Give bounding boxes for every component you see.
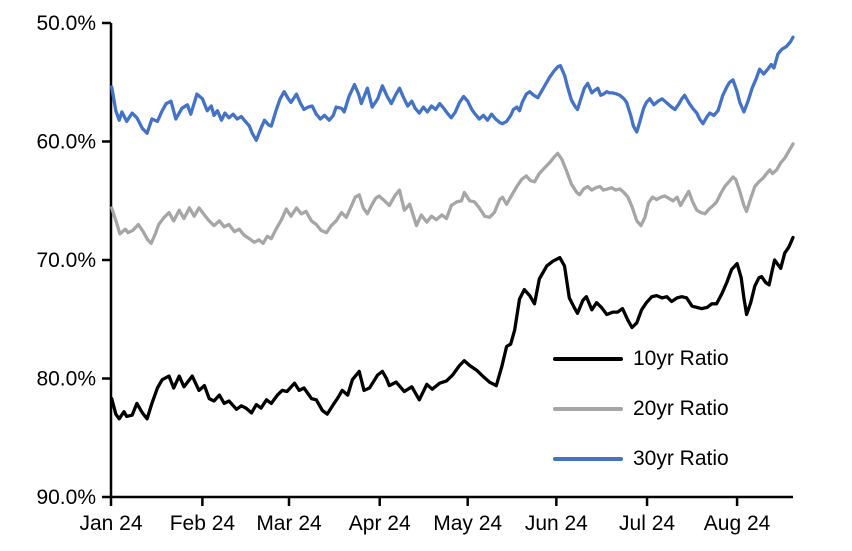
x-tick-label: Feb 24	[170, 512, 236, 535]
y-tick-label: 50.0%	[36, 12, 96, 35]
y-tick-label: 60.0%	[36, 131, 96, 154]
y-tick-label: 80.0%	[36, 368, 96, 391]
x-tick-label: Mar 24	[256, 512, 322, 535]
x-tick-label: Apr 24	[349, 512, 411, 535]
x-tick-label: Jul 24	[619, 512, 675, 535]
y-tick-label: 90.0%	[36, 486, 96, 509]
axes	[102, 21, 793, 506]
x-tick-label: May 24	[433, 512, 502, 535]
y-tick-label: 70.0%	[36, 249, 96, 272]
series-line-30yr-ratio	[110, 35, 795, 142]
x-tick-label: Aug 24	[704, 512, 771, 535]
x-tick-label: Jun 24	[525, 512, 588, 535]
x-tick-label: Jan 24	[79, 512, 142, 535]
series-line-20yr-ratio	[110, 142, 795, 246]
series-line-10yr-ratio	[110, 235, 795, 421]
axis-labels: 90.0% 80.0% 70.0% 60.0% 50.0% Jan 24 Feb 24 Mar…	[36, 12, 770, 535]
